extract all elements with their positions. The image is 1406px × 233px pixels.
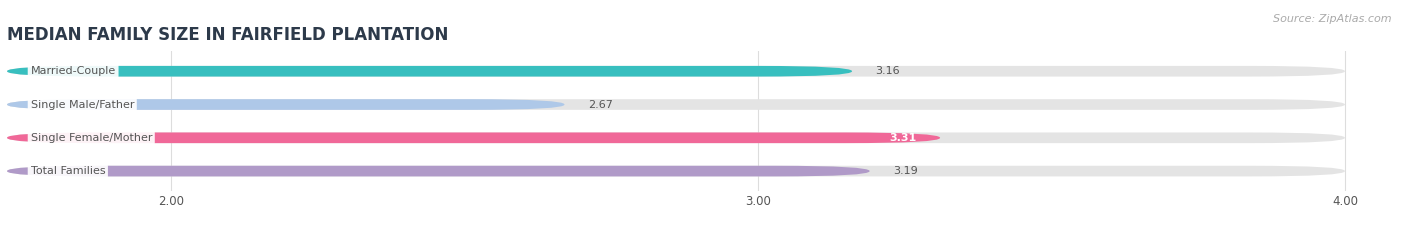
Text: Single Female/Mother: Single Female/Mother: [31, 133, 152, 143]
Text: Single Male/Father: Single Male/Father: [31, 99, 134, 110]
Text: 2.67: 2.67: [588, 99, 613, 110]
FancyBboxPatch shape: [7, 99, 1346, 110]
Text: Source: ZipAtlas.com: Source: ZipAtlas.com: [1274, 14, 1392, 24]
Text: Total Families: Total Families: [31, 166, 105, 176]
Text: 3.19: 3.19: [893, 166, 918, 176]
FancyBboxPatch shape: [7, 133, 1346, 143]
FancyBboxPatch shape: [7, 166, 870, 176]
Text: 3.16: 3.16: [876, 66, 900, 76]
Text: 3.31: 3.31: [890, 133, 917, 143]
FancyBboxPatch shape: [7, 66, 1346, 77]
Text: Married-Couple: Married-Couple: [31, 66, 115, 76]
Text: MEDIAN FAMILY SIZE IN FAIRFIELD PLANTATION: MEDIAN FAMILY SIZE IN FAIRFIELD PLANTATI…: [7, 26, 449, 44]
FancyBboxPatch shape: [7, 166, 1346, 176]
FancyBboxPatch shape: [7, 99, 565, 110]
FancyBboxPatch shape: [7, 133, 941, 143]
FancyBboxPatch shape: [7, 66, 852, 77]
